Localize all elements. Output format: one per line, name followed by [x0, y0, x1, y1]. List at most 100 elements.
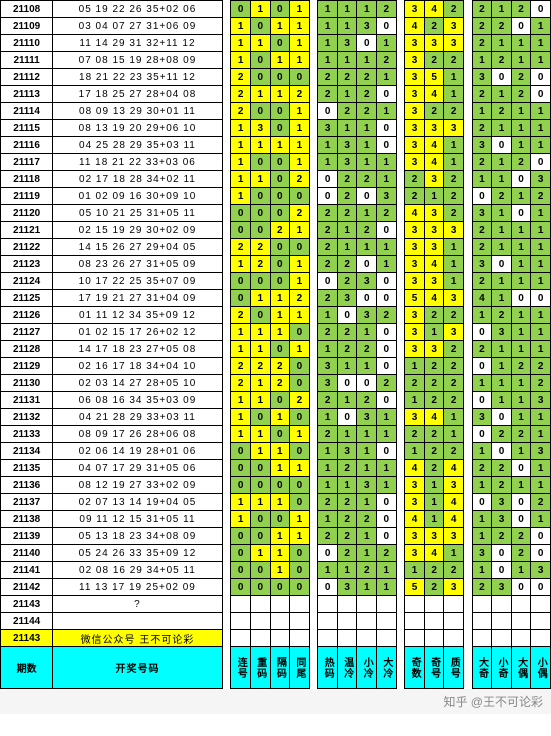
stat-cell: 1 [492, 222, 512, 239]
numbers-cell: 04 21 28 29 33+03 11 [53, 409, 223, 426]
stat-cell: 1 [492, 171, 512, 188]
stat-cell: 3 [357, 18, 377, 35]
stat-cell: 0 [290, 239, 310, 256]
stat-cell: 0 [270, 103, 290, 120]
stat-cell: 0 [270, 205, 290, 222]
period-cell: 21125 [1, 290, 53, 307]
stat-cell: 4 [424, 290, 444, 307]
stat-cell: 1 [531, 120, 551, 137]
stat-cell: 1 [531, 477, 551, 494]
stat-cell: 1 [357, 426, 377, 443]
stat-cell: 2 [511, 528, 531, 545]
stat-cell: 1 [318, 562, 338, 579]
stat-cell: 1 [357, 1, 377, 18]
stat-cell: 1 [337, 358, 357, 375]
stat-cell: 1 [290, 18, 310, 35]
stat-cell: 0 [270, 154, 290, 171]
stat-cell: 2 [444, 171, 464, 188]
stat-cell: 2 [290, 392, 310, 409]
stat-cell: 0 [357, 188, 377, 205]
stat-cell: 1 [511, 52, 531, 69]
stat-cell [492, 596, 512, 613]
stat-cell: 0 [531, 154, 551, 171]
period-cell: 21114 [1, 103, 53, 120]
stat-cell [337, 596, 357, 613]
stat-cell: 3 [405, 307, 425, 324]
numbers-cell: 08 12 19 27 33+02 09 [53, 477, 223, 494]
stat-cell: 1 [357, 494, 377, 511]
stat-cell: 0 [472, 324, 492, 341]
stat-cell: 1 [231, 494, 251, 511]
stat-cell: 1 [511, 256, 531, 273]
stat-cell [357, 613, 377, 630]
stat-cell: 1 [424, 324, 444, 341]
stat-cell: 1 [472, 477, 492, 494]
stat-cell: 2 [472, 1, 492, 18]
numbers-cell: 11 18 21 22 33+03 06 [53, 154, 223, 171]
header-stat: 小冷 [357, 647, 377, 689]
stat-cell: 0 [250, 477, 270, 494]
stat-cell: 1 [318, 307, 338, 324]
stat-cell: 0 [511, 460, 531, 477]
period-cell: 21132 [1, 409, 53, 426]
stat-cell: 3 [318, 120, 338, 137]
stat-cell: 1 [492, 205, 512, 222]
stat-cell: 0 [377, 358, 397, 375]
stat-cell: 2 [444, 358, 464, 375]
stat-cell: 0 [357, 35, 377, 52]
stat-cell: 3 [337, 443, 357, 460]
stat-cell: 1 [377, 35, 397, 52]
stat-cell: 1 [492, 375, 512, 392]
stat-cell: 2 [492, 426, 512, 443]
stat-cell: 2 [424, 392, 444, 409]
stat-cell [424, 596, 444, 613]
stat-cell: 2 [337, 511, 357, 528]
stat-cell: 2 [424, 460, 444, 477]
stat-cell: 2 [357, 511, 377, 528]
stat-cell: 3 [357, 477, 377, 494]
stat-cell: 0 [231, 562, 251, 579]
stat-cell: 2 [511, 358, 531, 375]
numbers-cell: 02 07 13 14 19+04 05 [53, 494, 223, 511]
stat-cell: 2 [337, 545, 357, 562]
stat-cell: 1 [492, 341, 512, 358]
stat-cell: 1 [531, 426, 551, 443]
stat-cell: 3 [337, 35, 357, 52]
stat-cell: 1 [337, 562, 357, 579]
stat-cell: 1 [531, 307, 551, 324]
stat-cell: 1 [231, 256, 251, 273]
stat-cell: 2 [444, 341, 464, 358]
stat-cell: 1 [377, 69, 397, 86]
stat-cell: 1 [472, 511, 492, 528]
stat-cell: 0 [377, 273, 397, 290]
stat-cell: 1 [250, 86, 270, 103]
numbers-cell: 08 09 17 26 28+06 08 [53, 426, 223, 443]
period-cell: 21134 [1, 443, 53, 460]
stat-cell: 0 [250, 154, 270, 171]
stat-cell: 3 [444, 528, 464, 545]
period-cell: 21122 [1, 239, 53, 256]
stat-cell: 1 [472, 103, 492, 120]
stat-cell: 2 [270, 358, 290, 375]
stat-cell: 1 [377, 171, 397, 188]
stat-cell: 0 [377, 528, 397, 545]
stat-cell: 3 [377, 188, 397, 205]
stat-cell: 0 [511, 205, 531, 222]
stat-cell: 2 [318, 205, 338, 222]
stat-cell: 1 [337, 222, 357, 239]
stat-cell: 2 [290, 86, 310, 103]
stat-cell: 2 [337, 460, 357, 477]
stat-cell: 1 [444, 426, 464, 443]
stat-cell: 3 [405, 409, 425, 426]
stat-cell: 1 [377, 426, 397, 443]
stat-cell: 1 [290, 103, 310, 120]
stat-cell: 0 [250, 69, 270, 86]
stat-cell: 3 [405, 1, 425, 18]
stat-cell: 1 [511, 324, 531, 341]
stat-cell: 1 [531, 341, 551, 358]
stat-cell: 2 [405, 375, 425, 392]
stat-cell: 2 [424, 358, 444, 375]
stat-cell: 0 [511, 18, 531, 35]
stat-cell: 2 [472, 460, 492, 477]
stat-cell: 2 [444, 205, 464, 222]
